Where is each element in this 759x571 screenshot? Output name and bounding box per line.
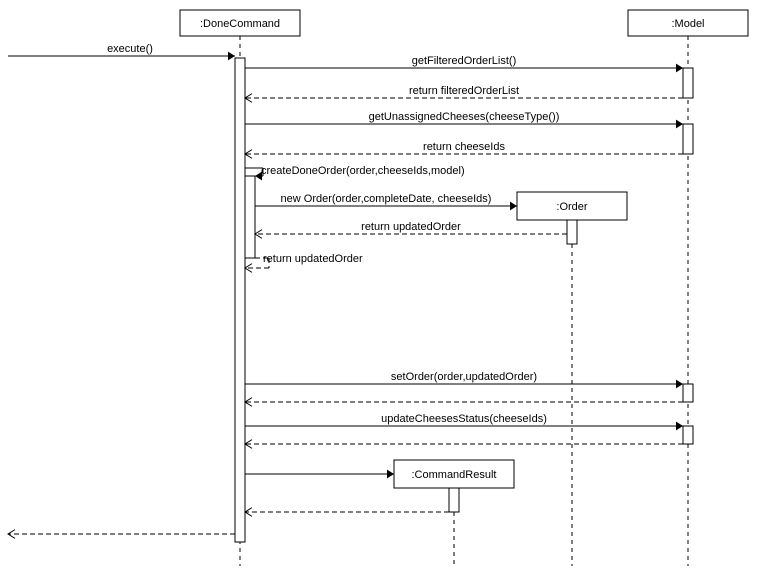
participant-label: :Order (556, 201, 588, 213)
message-label: return updatedOrder (361, 221, 461, 233)
message-label: getUnassignedCheeses(cheeseType()) (369, 111, 560, 123)
participant-label: :Model (671, 18, 704, 30)
participant-label: :CommandResult (412, 469, 497, 481)
activation-bar (683, 124, 693, 154)
message-label: new Order(order,completeDate, cheeseIds) (281, 193, 492, 205)
activation-bar (683, 384, 693, 402)
message-label: return updatedOrder (263, 253, 363, 265)
message-label: updateCheesesStatus(cheeseIds) (381, 413, 547, 425)
sequence-diagram: :DoneCommand :Model execute() getFilteredOr… (0, 0, 759, 571)
message-label: setOrder(order,updatedOrder) (391, 371, 537, 383)
activation-bar (235, 58, 245, 542)
message-label: createDoneOrder(order,cheeseIds,model) (261, 165, 465, 177)
participant-label: :DoneCommand (200, 18, 280, 30)
message-label: execute() (107, 43, 153, 55)
activation-bar (245, 176, 255, 258)
activation-bar (683, 426, 693, 444)
activation-bar (683, 68, 693, 98)
message-label: return cheeseIds (423, 141, 505, 153)
activation-bar (567, 220, 577, 244)
message-label: return filteredOrderList (409, 85, 519, 97)
activation-bar (449, 488, 459, 512)
message-label: getFilteredOrderList() (412, 55, 517, 67)
